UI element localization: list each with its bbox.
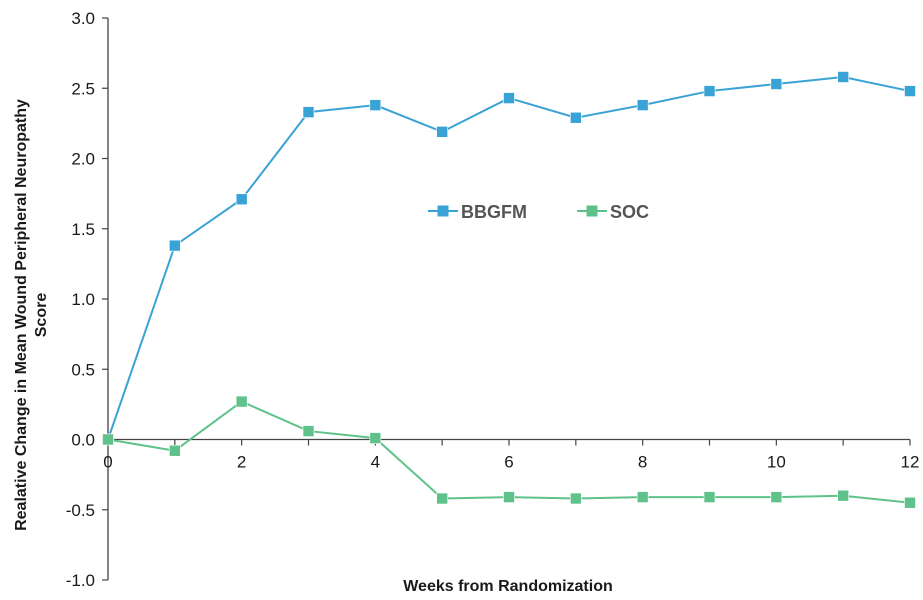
data-point-bbgfm (703, 85, 716, 97)
y-tick-label: 0.5 (71, 360, 95, 379)
x-tick-label: 10 (767, 453, 786, 472)
series-line-bbgfm (107, 75, 911, 440)
legend-label: BBGFM (461, 202, 527, 222)
legend-item-soc: SOC (577, 202, 649, 222)
y-axis-title: Realative Change in Mean Wound Periphera… (13, 99, 50, 531)
y-axis: -1.0 -0.5 0.0 0.5 1.0 1.5 2.0 2.5 3.0 (66, 9, 109, 590)
y-axis-title-line-2: Score (33, 293, 50, 338)
data-point-soc (436, 492, 448, 505)
data-point-soc (570, 492, 582, 505)
data-point-soc (703, 491, 716, 503)
x-axis: 0 2 4 6 8 10 12 (103, 438, 920, 472)
data-point-bbgfm (503, 92, 515, 104)
data-point-bbgfm (302, 106, 315, 118)
data-point-bbgfm (436, 126, 448, 138)
x-tick-label: 2 (237, 453, 246, 472)
data-point-bbgfm (235, 193, 248, 206)
data-point-soc (904, 496, 916, 509)
y-tick-label: 3.0 (71, 9, 95, 28)
y-tick-label: 2.0 (71, 150, 95, 169)
data-point-soc (770, 491, 783, 503)
series-bbgfm (102, 71, 916, 446)
legend-marker (586, 205, 598, 217)
data-point-bbgfm (369, 99, 382, 111)
legend-label: SOC (610, 202, 649, 222)
y-tick-label: -1.0 (66, 571, 95, 590)
x-tick-label: 0 (103, 453, 112, 472)
data-point-bbgfm (904, 85, 916, 97)
data-point-soc (369, 432, 382, 444)
data-point-soc (837, 489, 849, 502)
y-tick-label: 1.5 (71, 220, 95, 239)
data-point-bbgfm (570, 111, 582, 124)
y-tick-label: -0.5 (66, 501, 95, 520)
series-layer (102, 71, 916, 509)
data-point-soc (235, 395, 248, 408)
data-point-bbgfm (169, 239, 181, 252)
data-point-bbgfm (837, 71, 849, 83)
legend: BBGFM SOC (428, 202, 649, 222)
x-tick-label: 12 (901, 453, 920, 472)
y-tick-label: 2.5 (71, 79, 95, 98)
y-axis-title-line-1: Realative Change in Mean Wound Periphera… (13, 99, 30, 531)
x-tick-label: 4 (371, 453, 380, 472)
series-soc (102, 395, 916, 509)
data-point-bbgfm (770, 78, 783, 90)
legend-item-bbgfm: BBGFM (428, 202, 527, 222)
data-point-bbgfm (636, 99, 649, 111)
legend-marker (437, 205, 449, 217)
data-point-soc (503, 491, 515, 503)
x-tick-label: 6 (504, 453, 513, 472)
data-point-soc (169, 444, 181, 457)
y-tick-label: 1.0 (71, 290, 95, 309)
x-tick-label: 8 (638, 453, 647, 472)
data-point-soc (102, 433, 114, 446)
y-tick-label: 0.0 (71, 431, 95, 450)
data-point-soc (302, 425, 315, 437)
data-point-soc (636, 491, 649, 503)
x-axis-title: Weeks from Randomization (403, 578, 613, 595)
